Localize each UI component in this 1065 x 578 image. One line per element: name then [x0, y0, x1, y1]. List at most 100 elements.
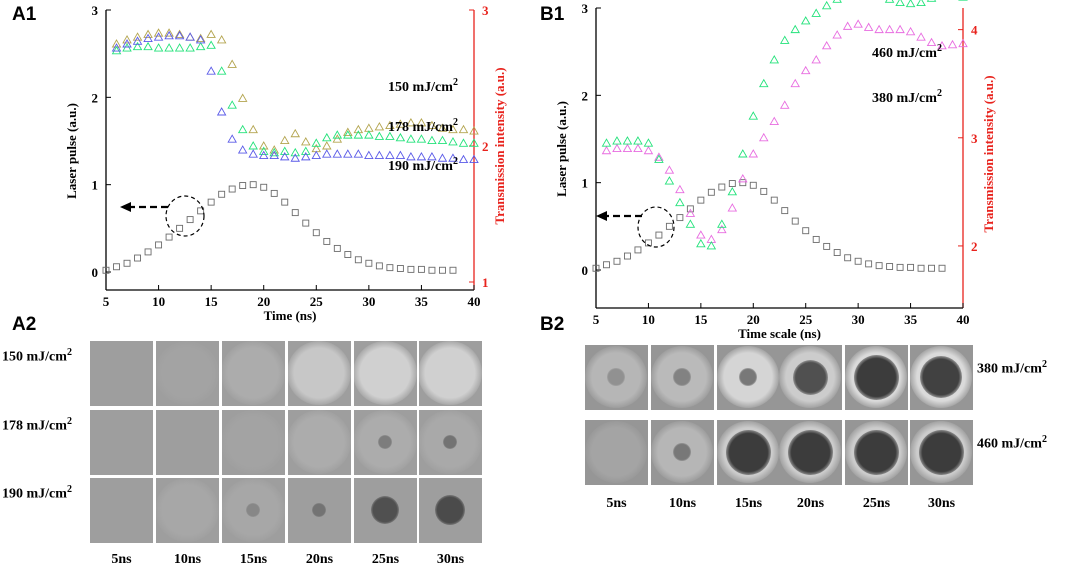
a1-annotation: 150 mJ/cm2	[388, 77, 458, 95]
a1-ylabel-right: Transmission intensity (a.u.)	[492, 67, 507, 224]
b1-460-mj-cm2-point	[727, 186, 738, 196]
b1-ytick-left-label: 2	[582, 88, 589, 103]
grid-col-label: 25ns	[371, 552, 400, 567]
dark-damage-spot	[918, 429, 964, 475]
grid-row-label: 460 mJ/cm2	[977, 434, 1047, 452]
b1-460-mj-cm2-point	[832, 0, 842, 3]
b1-laser-pulse-point	[896, 263, 904, 271]
micrograph-cell	[779, 345, 842, 410]
a1-150-mj-cm2-point	[332, 134, 343, 143]
b1-380-mj-cm2-point	[612, 143, 622, 153]
micrograph-cell	[419, 478, 482, 543]
b1-laser-pulse-point	[697, 196, 705, 204]
bright-halo	[156, 341, 219, 405]
b1-380-mj-cm2-point	[790, 78, 801, 88]
a1-laser-pulse-point	[449, 266, 457, 274]
b1-laser-pulse-point	[686, 205, 694, 213]
a1-150-mj-cm2-point	[437, 123, 448, 132]
b1-380-mj-cm2-point	[685, 208, 696, 217]
b1-laser-pulse-point	[791, 217, 799, 225]
micrograph-cell	[90, 341, 153, 406]
b1-380-mj-cm2-point	[769, 116, 780, 126]
grid-row-label: 190 mJ/cm2	[2, 484, 72, 502]
a1-laser-pulse-point	[207, 198, 215, 206]
a1-190-mj-cm2-point	[406, 151, 416, 161]
a1-laser-pulse-point	[102, 266, 110, 274]
grid-col-label: 10ns	[668, 496, 697, 511]
b1-460-mj-cm2-point	[748, 111, 759, 120]
b1-ytick-right-label: 2	[971, 239, 978, 254]
b1-460-mj-cm2-point	[664, 176, 675, 185]
b1-380-mj-cm2-point	[895, 24, 905, 34]
b1-xtick-label: 40	[957, 312, 970, 327]
b1-380-mj-cm2-point	[727, 203, 738, 212]
b1-xtick-label: 35	[904, 312, 918, 327]
a1-190-mj-cm2-point	[322, 149, 332, 158]
b1-ytick-left-label: 0	[582, 263, 589, 278]
a1-150-mj-cm2-point	[269, 145, 280, 154]
micrograph-cell	[156, 478, 219, 543]
micrograph-cell	[156, 410, 219, 475]
a1-150-mj-cm2-point	[343, 127, 353, 136]
a1-xtick-label: 30	[362, 294, 375, 309]
a1-laser-pulse-point	[428, 266, 436, 274]
a1-150-mj-cm2-point	[227, 59, 237, 68]
micrograph-cell	[585, 420, 648, 485]
b1-laser-pulse-point	[907, 263, 915, 271]
a1-ytick-left-label: 0	[92, 265, 99, 280]
bright-halo	[585, 421, 647, 483]
a1-xtick-label: 35	[415, 294, 429, 309]
b1-380-mj-cm2-point	[675, 184, 685, 194]
b1-380-mj-cm2-point	[800, 65, 811, 75]
b1-laser-pulse-point	[812, 235, 820, 243]
a1-178-mj-cm2-point	[153, 43, 164, 52]
a1-190-mj-cm2-point	[122, 39, 132, 48]
a1-laser-pulse-point	[134, 254, 141, 262]
a1-190-mj-cm2-point	[469, 154, 479, 164]
a1-190-mj-cm2-point	[195, 35, 206, 44]
b1-380-mj-cm2-point	[937, 40, 947, 50]
a1-190-mj-cm2-point	[332, 149, 343, 158]
a1-190-mj-cm2-point	[427, 151, 437, 161]
micrograph-cell	[651, 345, 714, 410]
b1-laser-pulse-point	[613, 257, 621, 265]
a1-190-mj-cm2-point	[248, 149, 258, 158]
b1-ytick-right-label: 3	[971, 131, 978, 146]
a1-xtick-label: 10	[152, 294, 165, 309]
grid-col-label: 30ns	[436, 552, 465, 567]
dark-damage-spot	[787, 429, 833, 475]
micrograph-cell	[90, 410, 153, 475]
a1-150-mj-cm2-point	[164, 28, 174, 37]
b1-laser-pulse-point	[770, 196, 778, 204]
a1-laser-pulse-point	[270, 189, 278, 197]
a1-178-mj-cm2-point	[406, 134, 416, 143]
dark-damage-spot	[435, 495, 465, 525]
micrograph-cell	[354, 410, 417, 475]
micrograph-cell	[90, 478, 153, 543]
a1-190-mj-cm2-point	[279, 151, 290, 161]
a1-150-mj-cm2-point	[195, 33, 206, 43]
a1-178-mj-cm2-point	[143, 41, 153, 51]
a1-190-mj-cm2-point	[143, 33, 153, 43]
a1-laser-pulse-point	[218, 190, 226, 198]
a1-150-mj-cm2-point	[132, 32, 143, 41]
a1-laser-pulse-point	[249, 181, 257, 189]
bright-halo	[288, 341, 351, 405]
b1-ylabel-left: Laser pulse (a.u.)	[554, 101, 569, 197]
b1-380-mj-cm2-point	[842, 21, 853, 30]
b1-460-mj-cm2-point	[643, 138, 654, 147]
a1-150-mj-cm2-point	[258, 141, 269, 150]
a1-190-mj-cm2-point	[353, 149, 364, 158]
b1-380-mj-cm2-point	[884, 24, 895, 34]
b1-380-mj-cm2-point	[748, 149, 759, 158]
a1-ytick-right-label: 1	[482, 275, 489, 290]
a1-annotation: 178 mJ/cm2	[388, 117, 458, 135]
a1-190-mj-cm2-point	[237, 145, 248, 154]
micrograph-cell	[845, 420, 908, 485]
a1-178-mj-cm2-point	[185, 43, 195, 52]
dark-damage-spot	[246, 503, 260, 517]
b1-380-mj-cm2-point	[654, 152, 664, 161]
a1-arrow-head	[120, 202, 131, 212]
b1-460-mj-cm2-point	[612, 136, 622, 145]
